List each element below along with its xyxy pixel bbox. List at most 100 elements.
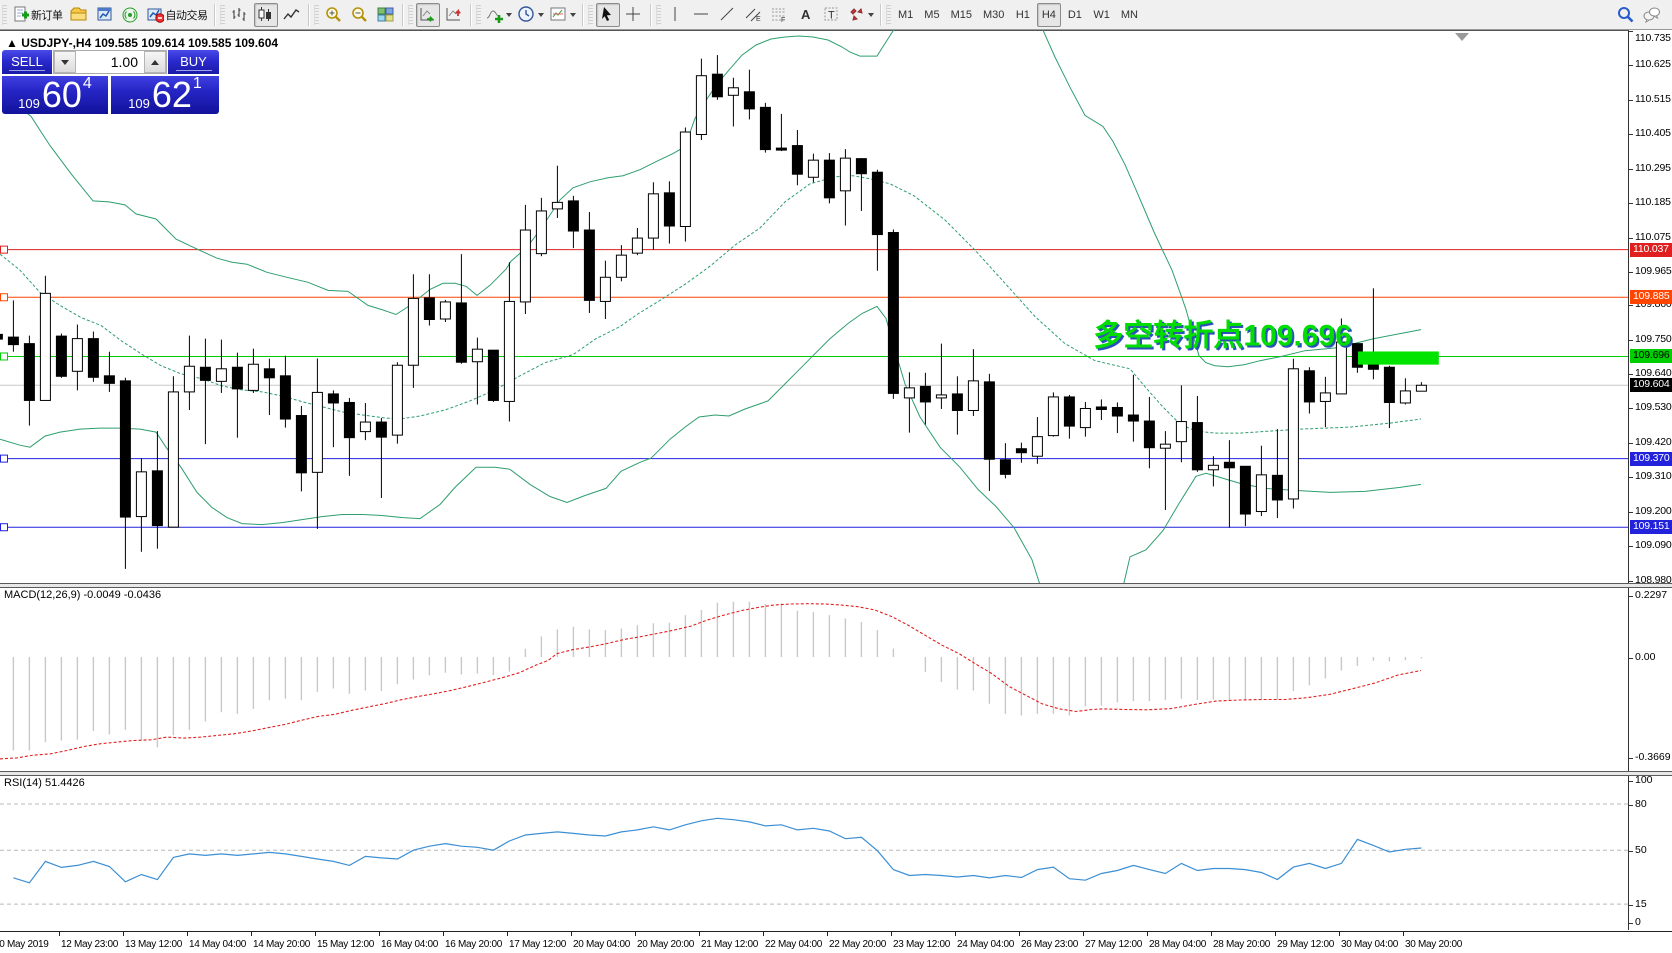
horizontal-line-button[interactable] [690, 3, 714, 27]
bar-chart-mode-button[interactable] [228, 3, 252, 27]
toolbar-grip [313, 4, 319, 25]
price-badge-109.696: 109.696 [1630, 349, 1672, 364]
folder-icon [70, 7, 87, 21]
tf-m1-button[interactable]: M1 [898, 8, 914, 21]
rsi-pane[interactable]: RSI(14) 51.4426 [0, 774, 1628, 929]
price-tick-mark [1629, 580, 1633, 582]
line-chart-mode-button[interactable] [280, 3, 304, 27]
volume-increase-button[interactable] [144, 51, 166, 73]
buy-button[interactable]: BUY [168, 50, 219, 74]
time-axis[interactable]: 10 May 2019 12 May 23:00 13 May 12:00 14 Ma… [0, 931, 1672, 953]
candle-body [1207, 464, 1219, 471]
candle-body [871, 171, 883, 236]
pane-splitter-1[interactable] [0, 583, 1672, 588]
price-badge-109.151: 109.151 [1630, 520, 1672, 535]
candle-body [247, 363, 259, 391]
trendline-button[interactable] [716, 3, 740, 27]
search-button[interactable] [1613, 3, 1637, 27]
candle-body [119, 380, 131, 518]
candle-body [759, 106, 771, 151]
auto-trading-button[interactable]: 自动交易 [145, 3, 210, 27]
price-tick-mark [1629, 511, 1633, 513]
sell-price[interactable]: 109 60 4 [2, 75, 108, 114]
candle-body [631, 237, 643, 254]
time-tick-mark [443, 932, 444, 936]
charts-window-button[interactable] [93, 3, 117, 27]
price-tick-label: 109.420 [1635, 435, 1672, 448]
time-tick-label: 14 May 04:00 [189, 939, 246, 950]
volume-input[interactable] [76, 51, 144, 73]
time-tick-label: 21 May 12:00 [701, 939, 758, 950]
price-tick-label: 108.980 [1635, 573, 1672, 586]
chat-button[interactable] [1639, 3, 1663, 27]
vertical-line-button[interactable] [664, 3, 688, 27]
cursor-icon [602, 7, 611, 21]
new-order-button[interactable]: 新订单 [10, 3, 65, 27]
tf-mn-button[interactable]: MN [1120, 8, 1138, 21]
indicators-button[interactable] [484, 3, 514, 27]
linechart-icon [283, 9, 300, 20]
macd-scale-label: 0.00 [1635, 651, 1656, 663]
cursor-button[interactable] [595, 2, 620, 27]
tf-m15-button[interactable]: M15 [950, 8, 972, 21]
auto-scroll-button[interactable] [415, 2, 440, 27]
buy-price[interactable]: 109 62 1 [111, 74, 219, 115]
tf-h1-button[interactable]: H1 [1015, 8, 1030, 21]
volume-decrease-button[interactable] [54, 51, 76, 73]
sell-button[interactable]: SELL [2, 50, 52, 74]
tf-h4-button[interactable]: H4 [1036, 2, 1061, 27]
profiles-button[interactable] [67, 3, 91, 27]
chart-shift-button[interactable] [442, 3, 466, 27]
rsi-tick-mark [1629, 923, 1633, 924]
zoom-out-button[interactable] [348, 3, 372, 27]
shift-marker-icon[interactable] [1455, 33, 1469, 41]
fibonacci-button[interactable]: F [768, 3, 792, 27]
tf-d1-button[interactable]: D1 [1067, 8, 1082, 21]
price-tick-mark [1629, 305, 1633, 307]
hline-marker[interactable] [0, 293, 8, 302]
price-tick-label: 110.405 [1635, 127, 1671, 140]
main-chart-pane[interactable]: 多空转折点109.696 [0, 30, 1628, 583]
text-label-button[interactable]: T [820, 3, 844, 27]
candle-body [775, 147, 787, 151]
hline-marker[interactable] [0, 523, 8, 532]
candle-chart-mode-button[interactable] [253, 2, 278, 27]
candle-body [551, 201, 563, 210]
tf-m5-button[interactable]: M5 [924, 8, 940, 21]
text-button[interactable]: A [794, 3, 818, 27]
templates-dropdown-icon [569, 12, 576, 17]
time-tick-mark [891, 932, 892, 936]
highlight-bar[interactable] [1358, 351, 1439, 365]
hline-marker[interactable] [0, 245, 8, 254]
macd-pane[interactable]: MACD(12,26,9) -0.0049 -0.0436 [0, 586, 1628, 771]
crosshair-button[interactable] [622, 3, 646, 27]
signals-button[interactable] [119, 3, 143, 27]
zoom-in-button[interactable] [322, 3, 346, 27]
tf-w1-button[interactable]: W1 [1093, 8, 1110, 21]
candle-body [855, 158, 867, 175]
price-badge-110.037: 110.037 [1630, 242, 1672, 257]
periods-button[interactable] [516, 3, 546, 27]
arrows-icon [849, 8, 863, 21]
macd-scale-label: 0.2297 [1635, 588, 1668, 601]
templates-button[interactable] [548, 3, 578, 27]
pane-splitter-2[interactable] [0, 771, 1672, 776]
tf-m30-button[interactable]: M30 [982, 8, 1005, 21]
equidistant-channel-button[interactable]: E [742, 3, 766, 27]
hline-marker[interactable] [0, 352, 8, 361]
time-tick-mark [187, 932, 188, 936]
macd-label: MACD(12,26,9) -0.0049 -0.0436 [4, 589, 161, 601]
time-tick-mark [123, 932, 124, 936]
tile-windows-button[interactable] [374, 3, 398, 27]
candle-body [215, 368, 227, 382]
time-tick-label: 20 May 20:00 [637, 939, 694, 950]
buy-price-main: 62 [151, 74, 192, 115]
chart-region[interactable]: 多空转折点109.696 MACD(12,26,9) -0.0049 -0.04… [0, 30, 1628, 930]
annotation-text[interactable]: 多空转折点109.696 [1093, 320, 1351, 353]
candle-body [407, 297, 419, 366]
hline-marker[interactable] [0, 454, 8, 463]
candles-icon [258, 7, 271, 21]
arrows-button[interactable] [846, 3, 876, 27]
price-axis[interactable]: 110.735 110.625 110.515 110.405 110.295 110.1… [1628, 30, 1672, 930]
candle-body [519, 229, 531, 303]
